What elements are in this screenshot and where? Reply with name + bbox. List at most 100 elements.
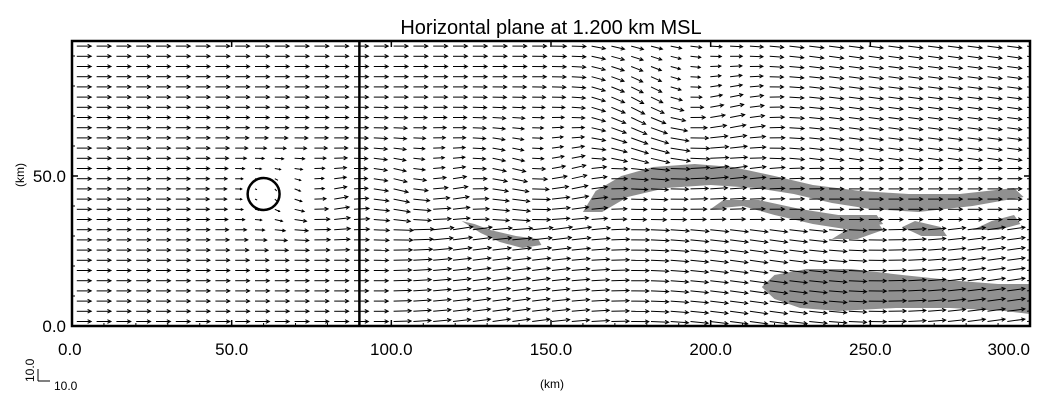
wind-vector-961: [670, 127, 688, 132]
wind-vector-head-625: [800, 196, 806, 202]
wind-vector-head-595: [205, 196, 211, 202]
wind-vector-head-1268: [918, 65, 924, 71]
wind-vector-78: [650, 310, 669, 313]
wind-vector-964: [730, 124, 746, 129]
wind-vector-head-1212: [779, 74, 785, 80]
wind-vector-head-1290: [384, 54, 390, 59]
wind-vector-head-651: [342, 185, 348, 190]
wind-vector-head-1146: [443, 84, 449, 90]
wind-vector-head-1208: [697, 75, 702, 79]
wind-vector-head-798: [343, 155, 349, 161]
wind-vector-454: [334, 228, 351, 231]
wind-vector-1363: [868, 45, 884, 49]
wind-vector-head-417: [567, 235, 573, 241]
wind-vector-658: [492, 188, 509, 192]
wind-vector-1264: [848, 66, 864, 69]
wind-vector-head-369: [586, 246, 592, 251]
wind-vector-head-24: [545, 317, 551, 322]
wind-vector-65: [393, 310, 412, 312]
wind-vector-922: [868, 137, 884, 141]
wind-vector-head-745: [259, 167, 263, 171]
wind-vector-head-859: [580, 144, 586, 149]
wind-vector-head-864: [685, 148, 691, 153]
wind-vector-267: [512, 267, 531, 271]
wind-vector-head-269: [546, 266, 552, 271]
wind-vector-615: [611, 198, 628, 200]
wind-vector-897: [373, 137, 388, 139]
wind-vector-head-772: [800, 165, 806, 171]
wind-vector-head-1038: [245, 105, 251, 110]
wind-vector-head-1019: [839, 116, 845, 122]
wind-vector-head-111: [324, 298, 330, 304]
wind-vector-1222: [987, 76, 1002, 80]
wind-vector-head-46: [981, 317, 987, 323]
wind-vector-head-609: [484, 196, 490, 202]
wind-vector-head-973: [899, 126, 904, 132]
wind-vector-head-171: [545, 286, 551, 292]
wind-vector-head-1037: [225, 105, 231, 110]
wind-vector-head-465: [548, 225, 554, 231]
wind-vector-head-573: [741, 206, 747, 212]
wind-vector-head-432: [862, 238, 868, 243]
wind-vector-178: [690, 290, 709, 294]
wind-vector-head-62: [324, 309, 330, 314]
wind-vector-head-552: [324, 206, 330, 212]
wind-vector-16: [393, 320, 412, 322]
wind-vector-1370: [1007, 45, 1022, 49]
wind-vector-head-1277: [126, 54, 132, 59]
wind-vector-1212: [789, 76, 804, 79]
wind-vector-1207: [690, 76, 701, 78]
wind-vector-head-25: [565, 317, 571, 323]
wind-vector-18: [433, 319, 451, 322]
wind-vector-head-83: [743, 310, 749, 316]
wind-vector-head-191: [941, 287, 947, 293]
wind-vector-171: [551, 288, 570, 292]
wind-vector-1315: [888, 55, 903, 59]
wind-vector-head-905: [520, 137, 525, 142]
wind-vector-head-678: [879, 186, 885, 192]
wind-vector-head-182: [763, 290, 769, 296]
wind-vector-head-793: [243, 156, 248, 161]
wind-vector-head-201: [166, 278, 172, 283]
wind-vector-95: [987, 308, 1006, 312]
wind-vector-head-1008: [621, 119, 627, 124]
wind-vector-218: [512, 277, 531, 282]
wind-vector-977: [987, 127, 1002, 131]
wind-vector-854: [492, 147, 505, 151]
wind-vector-1104: [591, 96, 606, 102]
wind-vector-head-1081: [126, 94, 132, 100]
wind-vector-head-702: [383, 178, 389, 183]
wind-vector-1302: [631, 55, 644, 61]
wind-vector-654: [413, 188, 428, 192]
wind-vector-423: [690, 239, 709, 243]
wind-vector-221: [571, 278, 590, 282]
wind-vector-head-904: [501, 137, 506, 142]
wind-vector-head-54: [166, 309, 172, 314]
wind-vector-715: [650, 178, 669, 181]
wind-vector-head-561: [505, 208, 511, 213]
wind-vector-1174: [1007, 86, 1022, 90]
wind-vector-head-198: [107, 278, 113, 283]
wind-vector-1267: [908, 66, 923, 69]
wind-vector-1063: [749, 105, 764, 108]
wind-vector-1070: [888, 106, 903, 110]
wind-vector-head-926: [938, 137, 944, 142]
wind-vector-head-713: [602, 174, 608, 180]
wind-vector-957: [591, 127, 606, 132]
wind-vector-1263: [829, 66, 844, 69]
wind-vector-858: [571, 145, 585, 149]
wind-vector-head-626: [819, 196, 825, 202]
wind-vector-head-761: [581, 163, 587, 169]
wind-vector-head-1148: [483, 84, 489, 90]
wind-vector-702: [393, 178, 408, 183]
wind-vector-head-1324: [87, 43, 93, 49]
wind-vector-head-435: [922, 236, 927, 242]
wind-vector-head-818: [743, 155, 749, 160]
wind-vector-42: [908, 320, 926, 322]
wind-vector-505: [373, 219, 390, 222]
wind-vector-1067: [829, 106, 844, 110]
wind-vector-head-1164: [799, 85, 805, 90]
wind-vector-79: [670, 310, 689, 314]
wind-vector-head-1342: [443, 43, 449, 49]
wind-vector-114: [393, 300, 412, 302]
